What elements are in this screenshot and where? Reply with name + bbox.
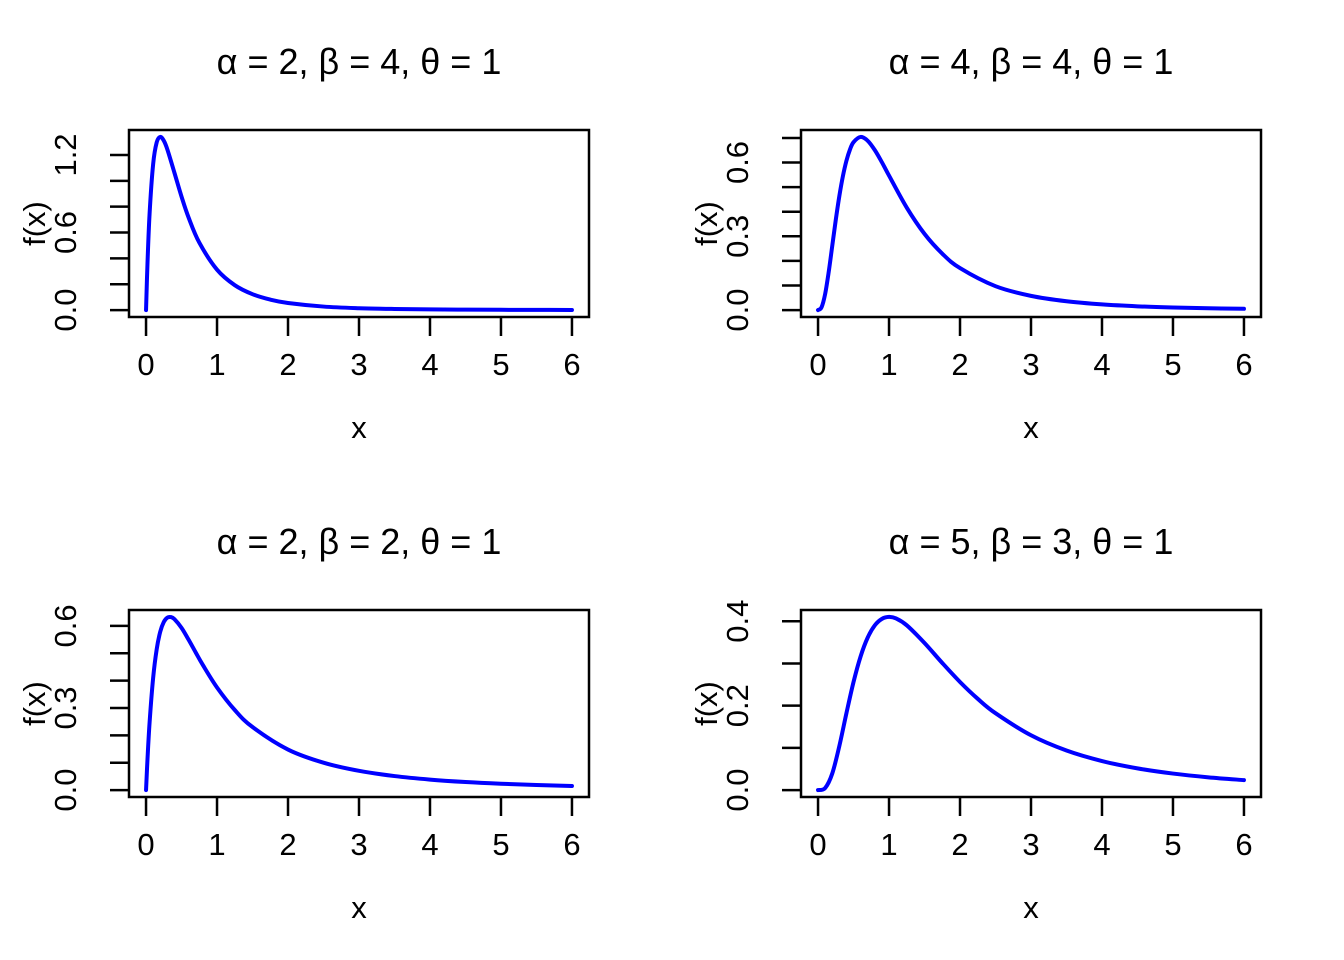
y-tick-label: 0.6 — [720, 141, 755, 184]
x-tick-label: 6 — [1235, 827, 1252, 862]
x-tick-label: 0 — [809, 347, 826, 382]
density-curve — [144, 614, 574, 793]
y-axis-label: f(x) — [17, 201, 52, 246]
x-tick-label: 1 — [208, 827, 225, 862]
plot-title: α = 4, β = 4, θ = 1 — [889, 41, 1174, 82]
subplot-bottom-left-svg: α = 2, β = 2, θ = 1 f(x) x 0 1 2 3 4 5 6 0.0 0.3… — [17, 521, 591, 925]
y-tick-label: 0.3 — [48, 686, 83, 729]
x-tick-label: 6 — [563, 347, 580, 382]
y-axis-label: f(x) — [17, 681, 52, 726]
plot-box — [127, 128, 591, 319]
density-curve — [816, 614, 1246, 793]
x-tick-label: 5 — [1164, 827, 1181, 862]
x-tick-label: 2 — [279, 827, 296, 862]
subplot-bottom-left: α = 2, β = 2, θ = 1 f(x) x 0 1 2 3 4 5 6 0.0 0.3… — [0, 480, 672, 960]
x-tick-label: 2 — [279, 347, 296, 382]
x-axis-label: x — [1023, 890, 1039, 925]
x-tick-label: 0 — [809, 827, 826, 862]
y-axis-label: f(x) — [689, 681, 724, 726]
x-axis-label: x — [351, 410, 367, 445]
subplot-top-right: α = 4, β = 4, θ = 1 f(x) x 0 1 2 3 4 5 6 0.0 0.3… — [672, 0, 1344, 480]
plot-area: 0 1 2 3 4 5 6 0.0 0.3 0.6 — [48, 604, 591, 862]
x-tick-label: 3 — [350, 827, 367, 862]
x-axis-label: x — [351, 890, 367, 925]
subplot-top-right-svg: α = 4, β = 4, θ = 1 f(x) x 0 1 2 3 4 5 6 0.0 0.3… — [689, 41, 1263, 445]
y-tick-label: 1.2 — [48, 133, 83, 176]
plot-box — [799, 128, 1263, 319]
plot-area: 0 1 2 3 4 5 6 0.0 0.2 0.4 — [720, 600, 1263, 862]
plot-box — [127, 608, 591, 799]
plot-area: 0 1 2 3 4 5 6 0.0 0.6 1.2 — [48, 128, 591, 382]
y-tick-label: 0.0 — [720, 769, 755, 812]
y-tick-label: 0.6 — [48, 211, 83, 254]
subplot-top-left-svg: α = 2, β = 4, θ = 1 f(x) x 0 1 2 3 4 5 6 0.0 0.6… — [17, 41, 591, 445]
subplot-top-left: α = 2, β = 4, θ = 1 f(x) x 0 1 2 3 4 5 6 0.0 0.6… — [0, 0, 672, 480]
subplot-bottom-right: α = 5, β = 3, θ = 1 f(x) x 0 1 2 3 4 5 6 0.0 0.2… — [672, 480, 1344, 960]
x-tick-label: 3 — [350, 347, 367, 382]
x-tick-label: 5 — [492, 827, 509, 862]
x-tick-label: 3 — [1022, 347, 1039, 382]
x-tick-label: 1 — [208, 347, 225, 382]
y-tick-label: 0.3 — [720, 215, 755, 258]
plot-title: α = 5, β = 3, θ = 1 — [889, 521, 1174, 562]
x-axis-label: x — [1023, 410, 1039, 445]
plot-title: α = 2, β = 4, θ = 1 — [217, 41, 502, 82]
x-tick-label: 4 — [1093, 347, 1110, 382]
y-tick-label: 0.0 — [48, 769, 83, 812]
y-tick-label: 0.0 — [720, 289, 755, 332]
x-tick-label: 0 — [137, 347, 154, 382]
density-curve — [144, 134, 574, 313]
y-tick-label: 0.4 — [720, 600, 755, 643]
y-axis-label: f(x) — [689, 201, 724, 246]
x-tick-label: 6 — [1235, 347, 1252, 382]
plot-box — [799, 608, 1263, 799]
x-tick-label: 3 — [1022, 827, 1039, 862]
x-tick-label: 5 — [492, 347, 509, 382]
x-tick-label: 4 — [1093, 827, 1110, 862]
y-tick-label: 0.6 — [48, 604, 83, 647]
x-tick-label: 0 — [137, 827, 154, 862]
x-tick-label: 5 — [1164, 347, 1181, 382]
x-tick-label: 6 — [563, 827, 580, 862]
x-tick-label: 2 — [951, 347, 968, 382]
x-tick-label: 2 — [951, 827, 968, 862]
x-tick-label: 1 — [880, 827, 897, 862]
x-tick-label: 4 — [421, 827, 438, 862]
y-tick-label: 0.2 — [720, 684, 755, 727]
plot-title: α = 2, β = 2, θ = 1 — [217, 521, 502, 562]
y-tick-label: 0.0 — [48, 289, 83, 332]
x-tick-label: 1 — [880, 347, 897, 382]
plot-area: 0 1 2 3 4 5 6 0.0 0.3 0.6 — [720, 128, 1263, 382]
x-tick-label: 4 — [421, 347, 438, 382]
density-curve — [816, 134, 1246, 313]
subplot-bottom-right-svg: α = 5, β = 3, θ = 1 f(x) x 0 1 2 3 4 5 6 0.0 0.2… — [689, 521, 1263, 925]
